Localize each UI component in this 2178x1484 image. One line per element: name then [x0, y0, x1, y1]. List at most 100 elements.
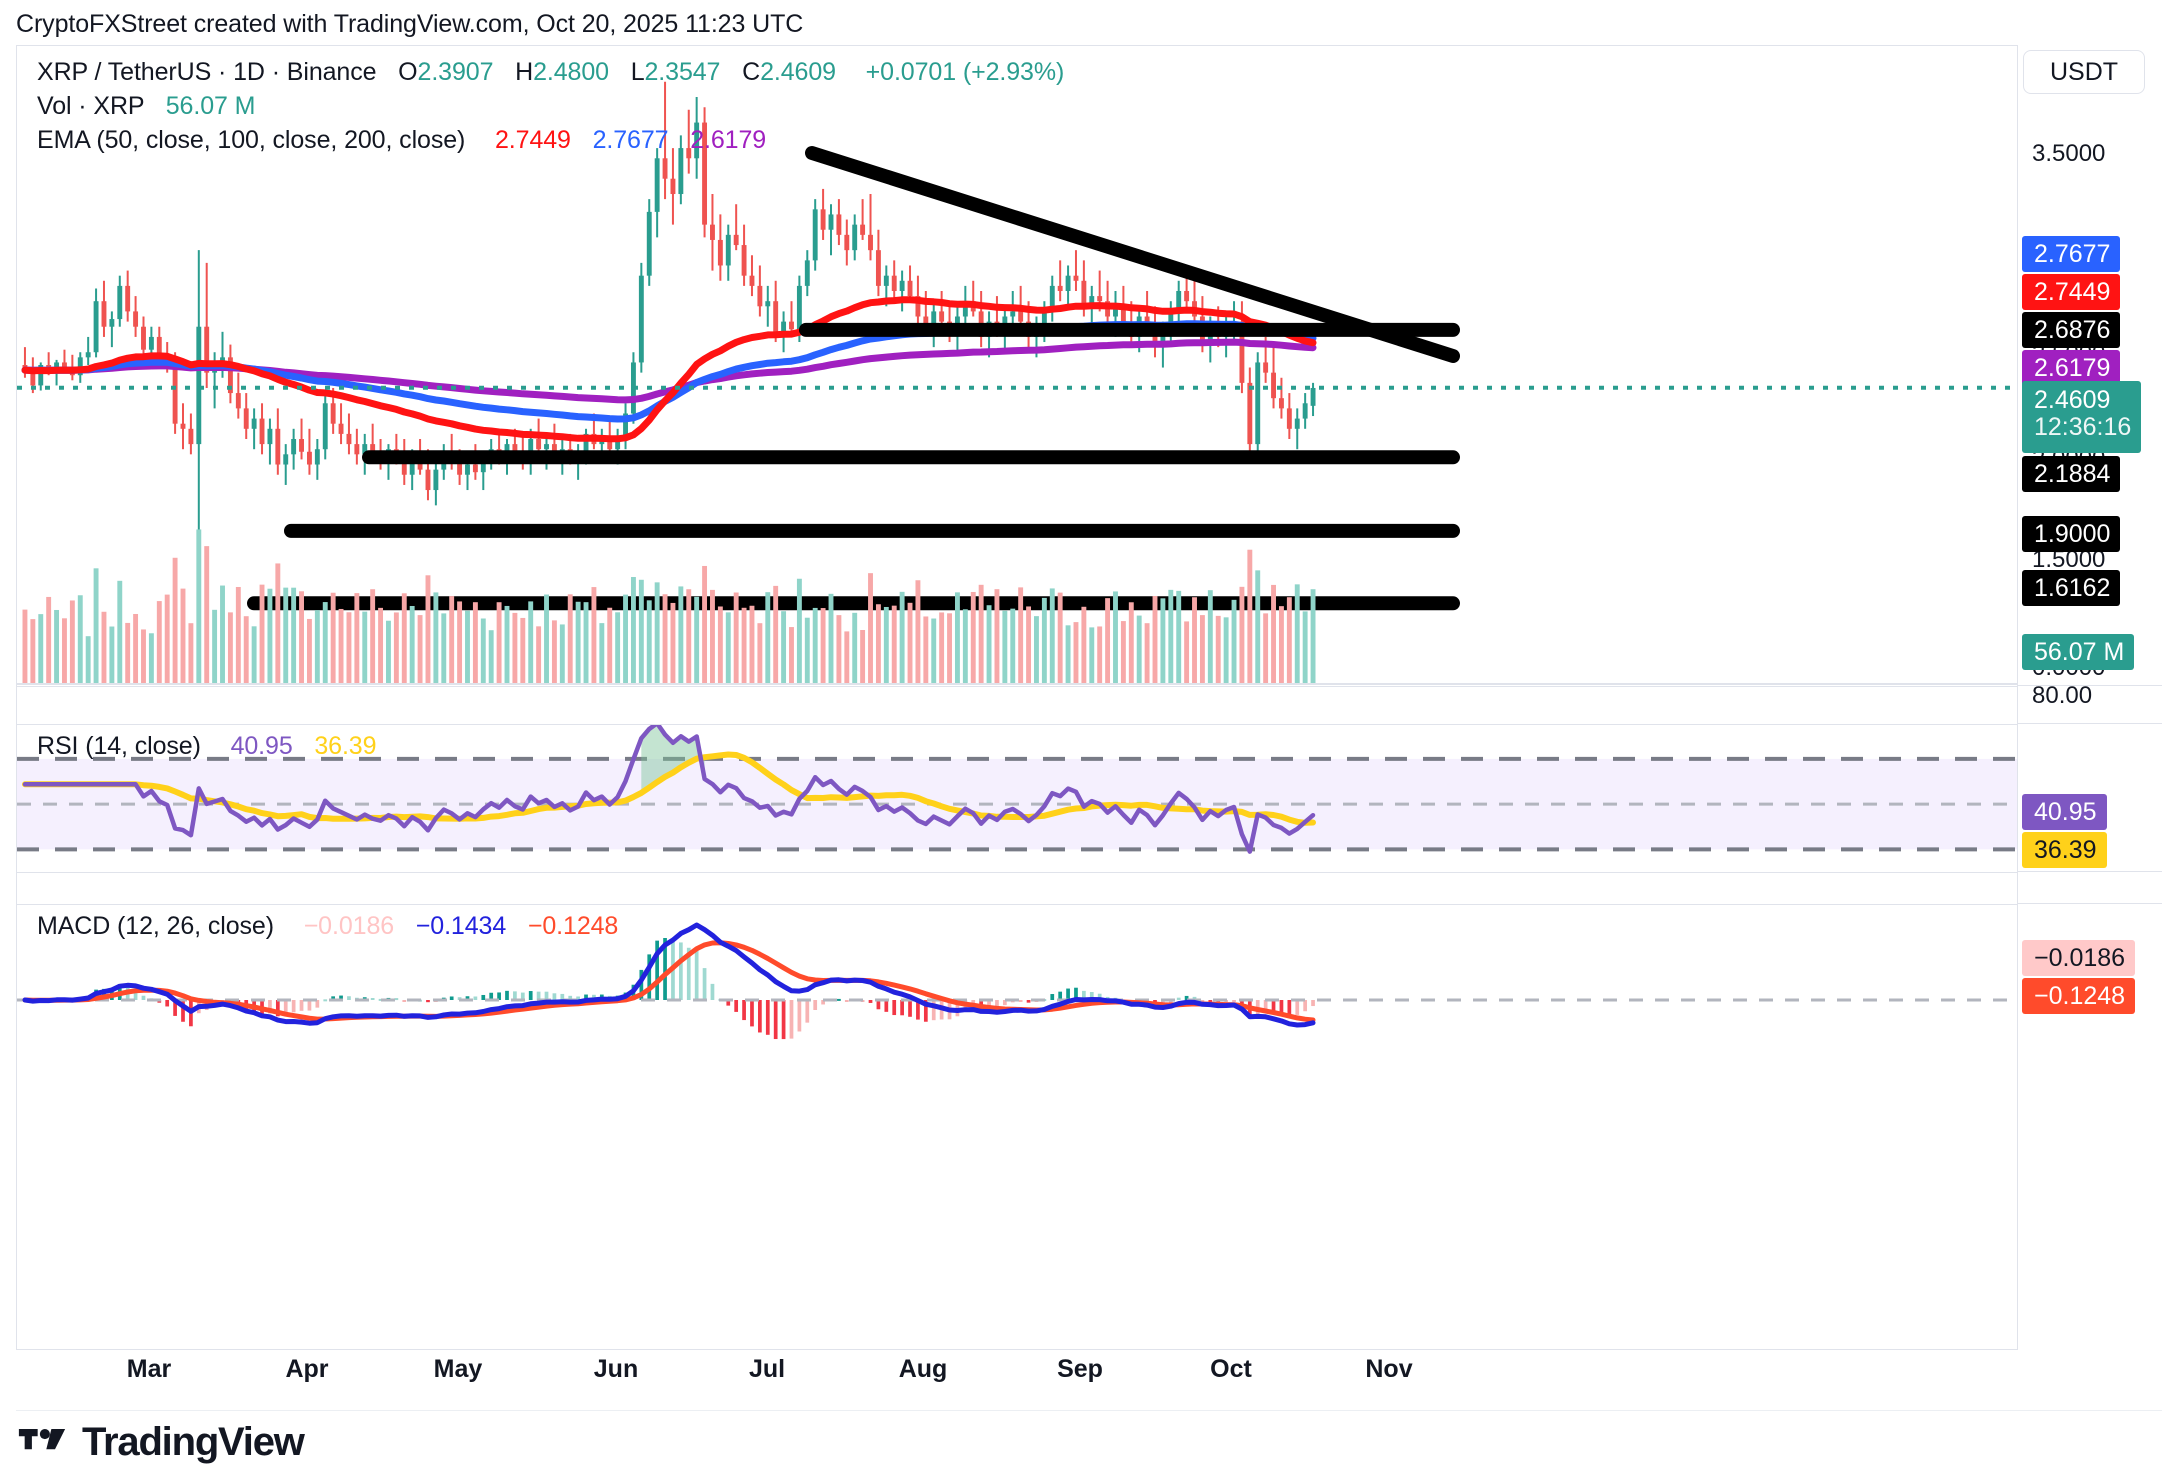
resistance-2-6876-label[interactable]: 2.6876 — [2022, 312, 2121, 348]
candle-body — [338, 423, 344, 434]
volume-bar — [1089, 627, 1095, 684]
candle-body — [512, 444, 518, 455]
candle-body — [101, 301, 107, 327]
ema200-line — [21, 338, 1317, 404]
candle-body — [939, 311, 945, 322]
descending-trendline[interactable] — [805, 146, 1460, 363]
legend-row-symbol: XRP / TetherUS · 1D · Binance O2.3907 H2… — [37, 58, 1065, 86]
rsi-value-label[interactable]: 40.95 — [2022, 794, 2107, 830]
volume-bar — [978, 584, 984, 684]
candle-body — [480, 459, 486, 473]
candle-body — [283, 454, 289, 465]
candle-body — [670, 178, 676, 195]
macd-signal-label[interactable]: −0.1248 — [2022, 978, 2136, 1014]
candle-body — [860, 224, 866, 235]
volume-bar — [986, 605, 992, 684]
candle-body — [125, 285, 131, 312]
macd-pane[interactable] — [17, 905, 2017, 1095]
current-price-label[interactable]: 2.4609 12:36:16 — [2022, 381, 2142, 453]
volume-bar — [457, 601, 463, 684]
ema50-price-label[interactable]: 2.7449 — [2022, 274, 2121, 310]
macd-histogram-bar — [141, 995, 146, 1000]
macd-legend-label[interactable]: MACD (12, 26, close) — [37, 912, 274, 940]
candle-body — [354, 444, 360, 455]
time-axis-label-oct: Oct — [1210, 1355, 1252, 1383]
rsi-ma-value-label[interactable]: 36.39 — [2022, 832, 2107, 868]
volume-bar — [1239, 586, 1245, 684]
macd-histogram-bar — [323, 999, 328, 1002]
ema100-price-label[interactable]: 2.7677 — [2022, 236, 2121, 272]
volume-bar — [836, 615, 842, 684]
volume-legend-label[interactable]: Vol · XRP — [37, 92, 145, 120]
macd-histogram-bar — [1279, 1000, 1284, 1014]
macd-legend: MACD (12, 26, close) −0.0186 −0.1434 −0.… — [37, 912, 618, 946]
volume-bar — [1176, 590, 1182, 684]
volume-bar — [970, 591, 976, 684]
candle-body — [646, 211, 652, 276]
rsi-legend-label[interactable]: RSI (14, close) — [37, 732, 201, 760]
candle-body — [741, 245, 747, 276]
volume-bar — [820, 608, 826, 684]
volume-bar — [694, 596, 700, 684]
volume-bar — [630, 577, 636, 684]
legend-symbol[interactable]: XRP / TetherUS — [37, 58, 212, 86]
legend-low-value: 2.3547 — [644, 58, 721, 86]
volume-bar — [496, 602, 502, 684]
candle-body — [844, 234, 850, 251]
volume-bar — [1247, 549, 1253, 684]
volume-value-label[interactable]: 56.07 M — [2022, 634, 2135, 670]
axis-divider-rsi-bot — [2018, 871, 2162, 872]
volume-bar — [354, 593, 360, 684]
volume-bar — [409, 605, 415, 684]
legend-close-value: 2.4609 — [760, 58, 836, 86]
volume-bar — [1073, 622, 1079, 684]
macd-hist-label[interactable]: −0.0186 — [2022, 940, 2136, 976]
macd-histogram-bar — [1303, 1000, 1308, 1012]
legend-low-label: L — [630, 58, 645, 86]
macd-histogram-bar — [710, 983, 715, 1000]
macd-histogram-bar — [734, 1000, 739, 1012]
macd-histogram-bar — [1002, 1000, 1007, 1006]
volume-bar — [828, 593, 834, 684]
volume-bar — [1152, 595, 1158, 684]
volume-bar — [164, 594, 170, 684]
volume-pane — [17, 529, 2017, 685]
volume-bar — [386, 620, 391, 684]
support-1-9000-label[interactable]: 1.9000 — [2022, 516, 2121, 552]
candle-body — [472, 464, 478, 473]
volume-bar — [235, 586, 241, 684]
time-axis[interactable]: Mar Apr May Jun Jul Aug Sep Oct Nov — [16, 1351, 2018, 1411]
volume-bar — [54, 609, 60, 684]
price-axis[interactable]: 3.50002.50002.00001.50000.000080.00 2.76… — [2018, 45, 2162, 1350]
ema200-price-label[interactable]: 2.6179 — [2022, 350, 2121, 386]
support-1-6162-label[interactable]: 1.6162 — [2022, 570, 2121, 606]
candle-body — [259, 418, 265, 445]
macd-histogram-bar — [702, 968, 707, 1000]
volume-bar — [891, 605, 897, 684]
rsi-pane[interactable] — [17, 725, 2017, 872]
macd-histogram-bar — [789, 1000, 794, 1039]
macd-histogram-bar — [663, 938, 667, 1000]
currency-button[interactable]: USDT — [2023, 50, 2145, 94]
time-axis-label-jul: Jul — [748, 1355, 786, 1383]
pane-separator-volume — [17, 686, 2017, 687]
axis-tick-0: 3.5000 — [2032, 140, 2106, 167]
volume-bar — [22, 609, 28, 684]
legend-open-value: 2.3907 — [417, 58, 494, 86]
legend-interval[interactable]: 1D — [233, 58, 265, 86]
volume-bar — [615, 612, 621, 684]
support-2-1884-label[interactable]: 2.1884 — [2022, 456, 2121, 492]
volume-bar — [1192, 597, 1197, 684]
candle-body — [1097, 296, 1103, 302]
volume-bar — [599, 623, 605, 684]
macd-histogram-bar — [489, 992, 494, 1000]
candle-body — [141, 326, 146, 350]
legend-exchange[interactable]: Binance — [286, 58, 377, 86]
pane-separator-rsi-top — [17, 724, 2017, 725]
volume-bar — [449, 596, 455, 684]
macd-histogram-bar — [1018, 1000, 1023, 1002]
candle-body — [607, 439, 613, 450]
candle-body — [291, 439, 297, 455]
candle-body — [1018, 311, 1024, 322]
ema-legend-label[interactable]: EMA (50, close, 100, close, 200, close) — [37, 126, 466, 154]
